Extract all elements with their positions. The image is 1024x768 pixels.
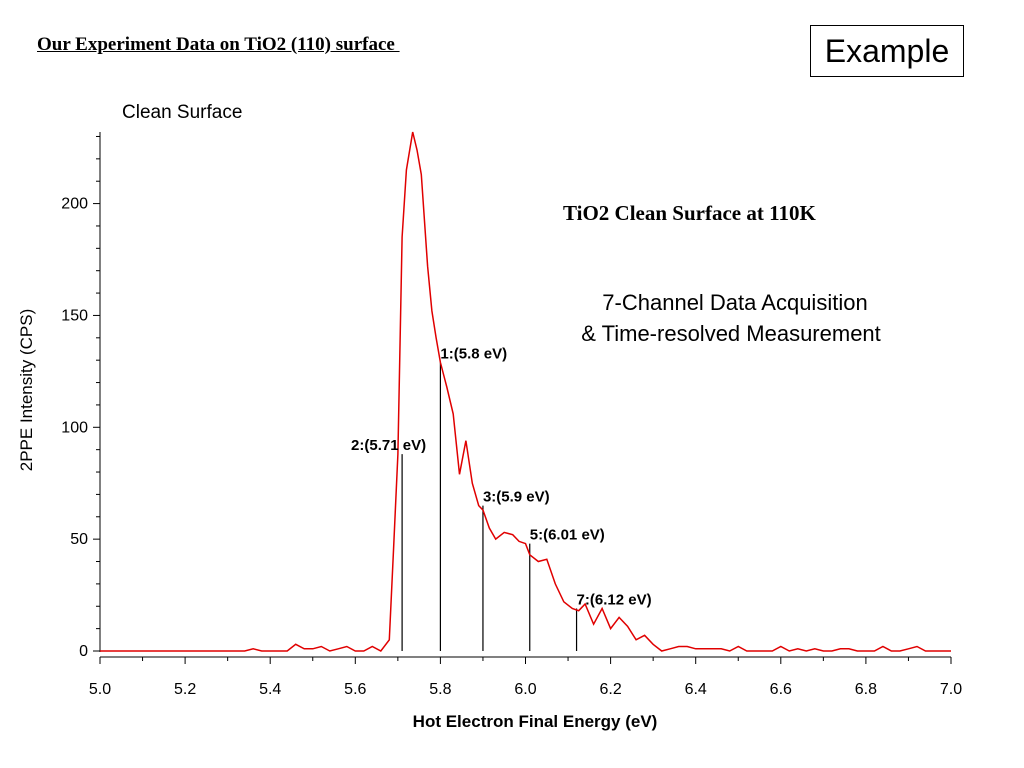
- marker-label: 1:(5.8 eV): [440, 345, 507, 362]
- y-tick-label: 0: [79, 643, 88, 660]
- x-tick-label: 5.4: [259, 681, 281, 698]
- marker-label: 5:(6.01 eV): [530, 527, 605, 544]
- y-axis-title: 2PPE Intensity (CPS): [17, 309, 36, 472]
- y-tick-label: 150: [61, 307, 88, 324]
- x-tick-label: 6.0: [514, 681, 536, 698]
- spectrum-line: [100, 131, 951, 652]
- x-tick-label: 5.2: [174, 681, 196, 698]
- example-badge: Example: [810, 25, 964, 77]
- marker-label: 7:(6.12 eV): [577, 591, 652, 608]
- chart-title: Clean Surface: [122, 102, 243, 123]
- method-note-line2: & Time-resolved Measurement: [581, 321, 881, 346]
- x-tick-label: 7.0: [940, 681, 962, 698]
- x-tick-label: 6.6: [770, 681, 792, 698]
- y-tick-label: 100: [61, 419, 88, 436]
- chart-axes: 5.0 5.2 5.4 5.6 5.8 6.0 6.2 6.4 6.6 6.8 7.0 0 50 100 1…: [61, 132, 962, 698]
- x-tick-label: 6.2: [599, 681, 621, 698]
- condition-note: TiO2 Clean Surface at 110K: [563, 201, 816, 225]
- y-tick-label: 200: [61, 196, 88, 213]
- marker-label: 3:(5.9 eV): [483, 489, 550, 506]
- y-tick-label: 50: [70, 531, 88, 548]
- example-badge-text: Example: [824, 32, 950, 69]
- x-tick-label: 6.4: [685, 681, 707, 698]
- x-tick-label: 5.8: [429, 681, 451, 698]
- marker-lines: [401, 362, 578, 651]
- marker-labels: 1:(5.8 eV) 2:(5.71 eV) 3:(5.9 eV) 5:(6.01 e…: [351, 345, 652, 608]
- marker-label: 2:(5.71 eV): [351, 437, 426, 454]
- x-tick-label: 5.0: [89, 681, 111, 698]
- x-tick-label: 6.8: [855, 681, 877, 698]
- x-axis-title: Hot Electron Final Energy (eV): [413, 712, 658, 731]
- slide-heading: Our Experiment Data on TiO2 (110) surfac…: [37, 34, 400, 55]
- method-note-line1: 7-Channel Data Acquisition: [602, 290, 868, 315]
- x-tick-label: 5.6: [344, 681, 366, 698]
